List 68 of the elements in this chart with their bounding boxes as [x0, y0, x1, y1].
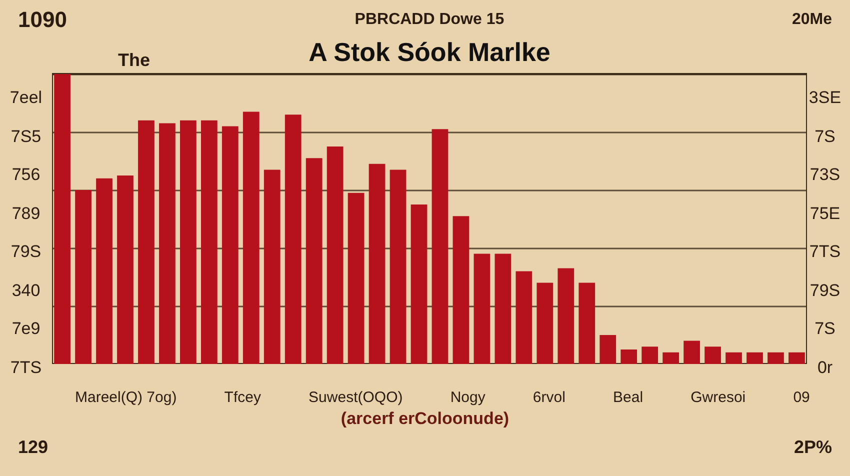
- text: 7TS: [809, 242, 841, 262]
- text: 7TS: [10, 358, 42, 378]
- text: 75E: [810, 204, 840, 224]
- bar: [200, 120, 218, 364]
- bar: [75, 190, 92, 364]
- bar: [410, 204, 428, 364]
- bar: [704, 346, 721, 364]
- bar: [242, 112, 260, 364]
- text: 09: [793, 388, 810, 406]
- bar: [578, 282, 596, 364]
- bar: [474, 254, 490, 364]
- bar: [432, 129, 448, 364]
- chart-title: A Stok Sóok Marlke: [308, 37, 550, 67]
- text: 79S: [810, 280, 840, 301]
- text: Gwresoi: [690, 388, 746, 406]
- text: 73S: [810, 165, 840, 186]
- bar: [600, 335, 616, 364]
- bar: [536, 282, 554, 364]
- text: 7S: [814, 319, 836, 340]
- text: 340: [12, 280, 40, 301]
- text: Noɡy: [450, 388, 486, 406]
- bar: [138, 120, 154, 364]
- bar: [180, 120, 196, 364]
- bar: [54, 74, 70, 364]
- text: 756: [12, 165, 40, 186]
- text: 7S: [814, 126, 836, 147]
- text: 20Ме: [792, 11, 832, 29]
- bar: [746, 352, 763, 364]
- bar: [222, 126, 238, 364]
- bar: [284, 114, 302, 364]
- text: 6rvol: [532, 388, 566, 406]
- bar: [117, 176, 134, 364]
- text: 79S: [10, 242, 42, 262]
- bar: [368, 164, 386, 364]
- bar: [390, 170, 406, 364]
- bar: [788, 352, 805, 364]
- bar: [159, 123, 176, 364]
- bar: [662, 352, 679, 364]
- text: 789: [12, 204, 40, 224]
- text: PBRCADD Dowe 15: [354, 11, 504, 29]
- bar: [264, 170, 280, 364]
- text: 1090: [18, 7, 67, 33]
- bar: [96, 178, 112, 364]
- text: 7e9: [12, 319, 40, 340]
- text: Beal: [613, 388, 644, 406]
- text: The: [118, 50, 150, 70]
- bar: [684, 340, 700, 364]
- bar: [494, 254, 512, 364]
- bar: [516, 271, 532, 364]
- x-axis-title: (arcerf erColoonude): [340, 409, 510, 430]
- text: 7eel: [10, 88, 42, 108]
- text: Tfcey: [224, 388, 261, 406]
- text: 2P%: [794, 437, 832, 458]
- bar: [642, 346, 658, 364]
- text: 129: [18, 437, 48, 458]
- bar: [326, 146, 344, 364]
- text: 0r: [817, 358, 833, 378]
- bar: [348, 192, 364, 364]
- bar: [726, 352, 742, 364]
- bar: [620, 350, 638, 364]
- bar: [558, 268, 574, 364]
- text: 3SE: [808, 88, 842, 108]
- bar: [768, 352, 784, 364]
- bar: [452, 216, 470, 364]
- text: Suwest(OQO): [308, 388, 403, 406]
- text: 7S5: [10, 126, 42, 147]
- text: Mareel(Q) 7oɡ): [75, 388, 177, 406]
- bar: [306, 158, 322, 364]
